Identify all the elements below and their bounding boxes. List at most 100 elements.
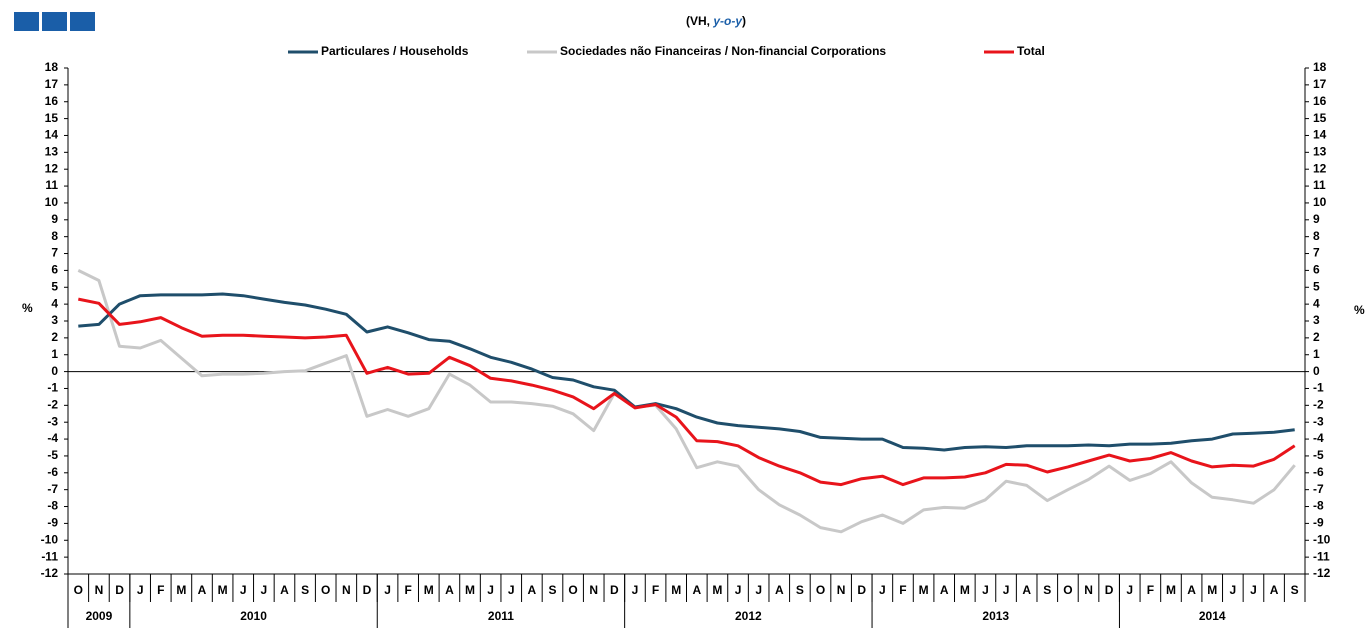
x-tick-label: N	[342, 583, 351, 597]
y-tick-label: -9	[47, 516, 58, 530]
x-tick-label: D	[363, 583, 372, 597]
y-tick-label: 3	[51, 313, 58, 327]
x-tick-label: A	[940, 583, 949, 597]
x-tick-label: J	[879, 583, 886, 597]
y2-tick-label: -7	[1313, 482, 1324, 496]
y-tick-label: -7	[47, 482, 58, 496]
x-tick-label: M	[1166, 583, 1176, 597]
x-tick-label: D	[1105, 583, 1114, 597]
x-tick-label: A	[692, 583, 701, 597]
y-tick-label: 8	[51, 229, 58, 243]
y-tick-label: 5	[51, 279, 58, 293]
x-tick-label: F	[405, 583, 412, 597]
x-tick-label: A	[528, 583, 537, 597]
y-tick-label: -12	[41, 566, 59, 580]
y-tick-label: 13	[45, 145, 59, 159]
y2-tick-label: 2	[1313, 330, 1320, 344]
title-emphasis: y-o-y	[712, 14, 743, 28]
y2-tick-label: 1	[1313, 347, 1320, 361]
x-tick-label: A	[1270, 583, 1279, 597]
x-tick-label: A	[775, 583, 784, 597]
y2-tick-label: -11	[1313, 549, 1330, 563]
y2-tick-label: 17	[1313, 77, 1327, 91]
x-tick-label: N	[837, 583, 846, 597]
x-tick-label: S	[301, 583, 309, 597]
x-tick-label: M	[218, 583, 228, 597]
x-tick-label: O	[568, 583, 577, 597]
y2-tick-label: -2	[1313, 398, 1324, 412]
x-tick-label: A	[1187, 583, 1196, 597]
x-tick-label: O	[1063, 583, 1072, 597]
year-label: 2012	[735, 609, 762, 623]
y2-tick-label: -6	[1313, 465, 1324, 479]
x-tick-label: S	[796, 583, 804, 597]
x-tick-label: J	[1003, 583, 1010, 597]
y-tick-label: 17	[45, 77, 59, 91]
legend-label: Total	[1017, 44, 1045, 58]
x-tick-label: O	[816, 583, 825, 597]
x-tick-label: S	[1291, 583, 1299, 597]
y2-tick-label: 4	[1313, 296, 1320, 310]
y-tick-label: -4	[47, 431, 58, 445]
x-tick-label: O	[321, 583, 330, 597]
x-tick-label: M	[712, 583, 722, 597]
y2-axis-label: %	[1354, 303, 1365, 317]
x-tick-label: M	[176, 583, 186, 597]
x-tick-label: J	[755, 583, 762, 597]
x-tick-label: F	[652, 583, 659, 597]
y2-tick-label: -9	[1313, 516, 1324, 530]
y-tick-label: 4	[51, 296, 58, 310]
y-axis-label: %	[22, 301, 33, 315]
x-tick-label: M	[424, 583, 434, 597]
y2-tick-label: -4	[1313, 431, 1324, 445]
x-tick-label: J	[261, 583, 268, 597]
y2-tick-label: -1	[1313, 381, 1324, 395]
x-tick-label: J	[982, 583, 989, 597]
y-tick-label: 9	[51, 212, 58, 226]
x-tick-label: A	[445, 583, 454, 597]
logo-block	[70, 12, 95, 31]
y-tick-label: -8	[47, 499, 58, 513]
y2-tick-label: 0	[1313, 364, 1320, 378]
y-tick-label: -1	[47, 381, 58, 395]
y-tick-label: -11	[41, 549, 58, 563]
series-line	[78, 297, 1296, 487]
x-tick-label: F	[899, 583, 906, 597]
y-tick-label: 12	[45, 161, 59, 175]
x-tick-label: J	[384, 583, 391, 597]
x-tick-label: N	[95, 583, 104, 597]
x-tick-label: M	[465, 583, 475, 597]
y2-tick-label: 12	[1313, 161, 1327, 175]
legend-label: Sociedades não Financeiras / Non-financi…	[560, 44, 886, 58]
series-line	[78, 292, 1295, 452]
y-tick-label: 1	[51, 347, 58, 361]
y2-tick-label: -5	[1313, 448, 1324, 462]
y-tick-label: -3	[47, 414, 58, 428]
series-line	[77, 269, 1296, 534]
x-tick-label: A	[280, 583, 289, 597]
y-tick-label: 15	[45, 111, 59, 125]
y-tick-label: -6	[47, 465, 58, 479]
x-tick-label: J	[240, 583, 247, 597]
x-tick-label: N	[589, 583, 598, 597]
legend-label: Particulares / Households	[321, 44, 469, 58]
x-tick-label: M	[1207, 583, 1217, 597]
x-tick-label: J	[632, 583, 639, 597]
logo-block	[42, 12, 67, 31]
x-tick-label: M	[960, 583, 970, 597]
y2-tick-label: -10	[1313, 532, 1331, 546]
y2-tick-label: 6	[1313, 263, 1320, 277]
title-prefix: (VH,	[686, 14, 713, 28]
y2-tick-label: 7	[1313, 246, 1320, 260]
y2-tick-label: 8	[1313, 229, 1320, 243]
year-label: 2011	[488, 609, 514, 623]
logo-block	[14, 12, 39, 31]
y2-tick-label: -12	[1313, 566, 1331, 580]
x-tick-label: D	[857, 583, 866, 597]
y-tick-label: -10	[41, 532, 59, 546]
chart-title: (VH, y-o-y)	[686, 14, 746, 28]
y2-tick-label: 13	[1313, 145, 1327, 159]
year-label: 2014	[1199, 609, 1226, 623]
x-tick-label: J	[735, 583, 742, 597]
y-tick-label: 2	[51, 330, 58, 344]
